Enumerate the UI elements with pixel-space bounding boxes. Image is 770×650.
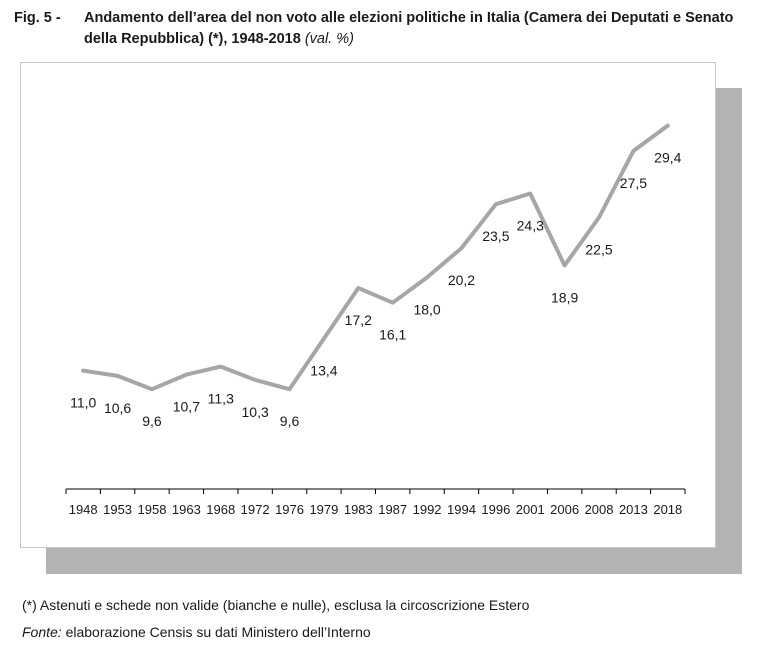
x-tick-label: 1992	[413, 502, 442, 517]
x-tick-label: 1996	[481, 502, 510, 517]
data-label: 9,6	[280, 413, 300, 429]
figure-title-text: Andamento dell’area del non voto alle el…	[84, 10, 734, 47]
data-label: 18,0	[413, 301, 440, 317]
figure-title: Fig. 5 - Andamento dell’area del non vot…	[14, 8, 759, 50]
x-tick-label: 1976	[275, 502, 304, 517]
data-label: 18,9	[551, 289, 578, 305]
source-note: Fonte: elaborazione Censis su dati Minis…	[22, 624, 371, 640]
x-tick-label: 2013	[619, 502, 648, 517]
data-label: 9,6	[142, 413, 162, 429]
x-tick-label: 2001	[516, 502, 545, 517]
data-label: 29,4	[654, 150, 681, 166]
x-tick-label: 1968	[206, 502, 235, 517]
data-label: 23,5	[482, 228, 509, 244]
x-tick-label: 2006	[550, 502, 579, 517]
data-label: 10,3	[242, 404, 269, 420]
series-line	[81, 123, 670, 392]
footnote: (*) Astenuti e schede non valide (bianch…	[22, 597, 530, 613]
data-label: 11,0	[70, 395, 96, 411]
x-tick-label: 1979	[309, 502, 338, 517]
x-tick-label: 2018	[653, 502, 682, 517]
data-label: 10,6	[104, 400, 131, 416]
x-tick-label: 1958	[138, 502, 167, 517]
data-label: 13,4	[310, 363, 337, 379]
chart-frame: 1948 1953 1958 1963 1968 1972 1976 1979 1983 1987…	[20, 62, 716, 548]
line-chart: 1948 1953 1958 1963 1968 1972 1976 1979 1983 1987…	[65, 123, 686, 517]
x-tick-label: 1953	[103, 502, 132, 517]
data-label: 10,7	[173, 399, 200, 415]
x-tick-label: 1994	[447, 502, 476, 517]
x-tick-label: 1987	[378, 502, 407, 517]
data-label: 20,2	[448, 272, 475, 288]
x-tick-label: 1948	[69, 502, 98, 517]
source-text: elaborazione Censis su dati Ministero de…	[61, 624, 371, 640]
data-label: 27,5	[620, 175, 647, 191]
data-label: 24,3	[517, 218, 544, 234]
x-tick-label: 1983	[344, 502, 373, 517]
data-label: 17,2	[345, 312, 372, 328]
figure-unit: (val. %)	[304, 31, 354, 47]
x-tick-label: 1972	[241, 502, 270, 517]
source-label: Fonte:	[22, 624, 62, 640]
figure-number: Fig. 5 -	[14, 10, 61, 26]
data-label: 11,3	[208, 391, 234, 407]
data-label: 22,5	[585, 241, 612, 257]
x-tick-label: 2008	[585, 502, 614, 517]
x-tick-label: 1963	[172, 502, 201, 517]
data-label: 16,1	[379, 327, 406, 343]
